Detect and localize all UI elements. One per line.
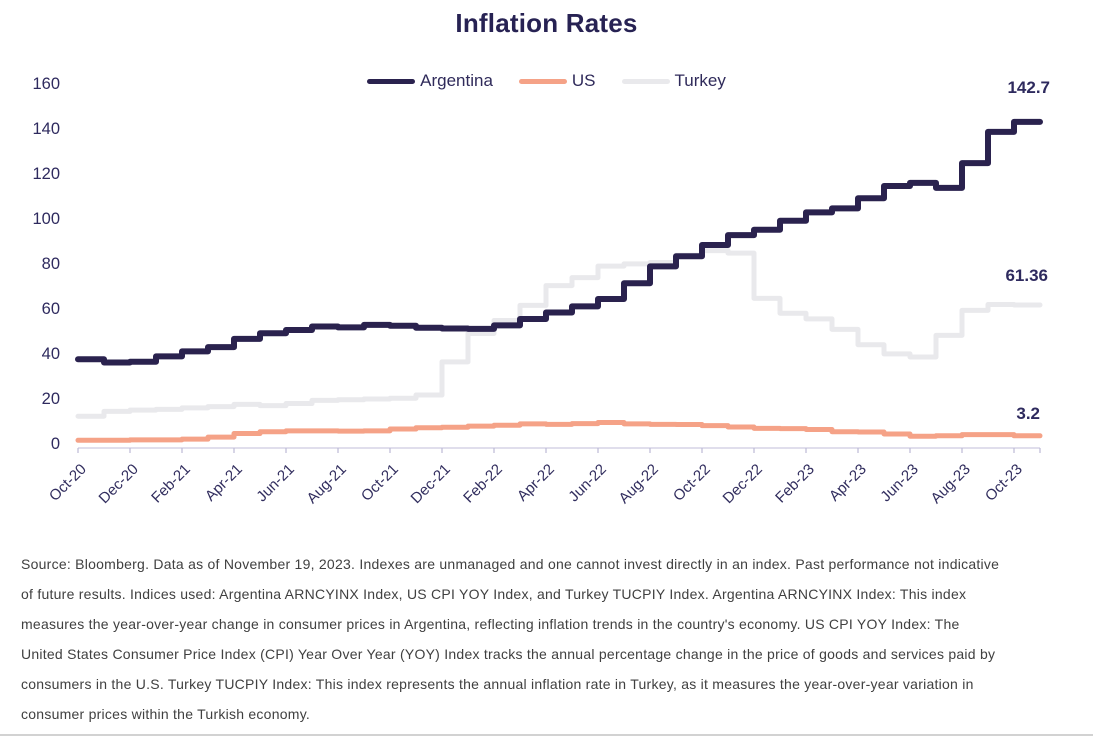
x-tick-label: Jun-22 xyxy=(565,461,609,505)
legend: Argentina US Turkey xyxy=(0,71,1093,91)
x-tick-label: Aug-22 xyxy=(616,461,662,507)
x-tick-label: Oct-23 xyxy=(982,461,1026,505)
bottom-divider xyxy=(0,734,1093,736)
footer-line: consumer prices within the Turkish econo… xyxy=(21,706,311,722)
series-line-us xyxy=(75,420,1043,443)
legend-swatch-us xyxy=(518,78,567,84)
legend-swatch-argentina xyxy=(367,78,416,84)
footer-line: consumers in the U.S. Turkey TUCPIY Inde… xyxy=(21,676,974,692)
legend-swatch-turkey xyxy=(621,78,670,84)
footer-line: Source: Bloomberg. Data as of November 1… xyxy=(21,556,1000,572)
y-tick-label: 160 xyxy=(32,75,60,93)
series-end-label-argentina: 142.7 xyxy=(1007,78,1050,97)
legend-label-argentina: Argentina xyxy=(420,71,493,90)
series-end-label-turkey: 61.36 xyxy=(1005,266,1048,285)
y-tick-label: 100 xyxy=(32,210,60,228)
chart-title: Inflation Rates xyxy=(455,8,638,38)
x-tick-label: Jun-23 xyxy=(877,461,921,505)
y-tick-label: 140 xyxy=(32,120,60,138)
y-tick-label: 80 xyxy=(42,255,60,273)
x-tick-label: Aug-23 xyxy=(928,461,974,507)
x-tick-label: Aug-21 xyxy=(304,461,350,507)
x-axis-ticks xyxy=(77,448,1041,453)
legend-label-turkey: Turkey xyxy=(674,71,726,90)
y-tick-label: 40 xyxy=(42,345,60,363)
x-tick-label: Apr-23 xyxy=(826,461,870,505)
legend-item-argentina: Argentina xyxy=(367,71,493,91)
x-tick-label: Oct-22 xyxy=(670,461,714,505)
y-axis-labels: 0 20 40 60 80 100 120 140 160 xyxy=(32,75,60,453)
y-tick-label: 0 xyxy=(51,435,60,453)
x-tick-label: Apr-22 xyxy=(514,461,558,505)
y-tick-label: 120 xyxy=(32,165,60,183)
x-tick-label: Feb-22 xyxy=(460,461,506,507)
x-tick-label: Oct-20 xyxy=(46,461,90,505)
legend-item-turkey: Turkey xyxy=(621,71,726,91)
x-tick-label: Jun-21 xyxy=(253,461,297,505)
legend-item-us: US xyxy=(518,71,596,91)
series-line-turkey xyxy=(75,248,1043,419)
series-line-argentina xyxy=(75,118,1043,366)
x-tick-label: Feb-21 xyxy=(148,461,194,507)
x-tick-label: Feb-23 xyxy=(772,461,818,507)
footer-line: measures the year-over-year change in co… xyxy=(21,616,960,632)
series-end-label-us: 3.2 xyxy=(1016,404,1040,423)
legend-label-us: US xyxy=(571,71,596,90)
y-tick-label: 20 xyxy=(42,390,60,408)
y-tick-label: 60 xyxy=(42,300,60,318)
x-tick-label: Dec-22 xyxy=(720,461,766,507)
footer-line: of future results. Indices used: Argenti… xyxy=(21,586,967,602)
x-tick-label: Dec-21 xyxy=(408,461,454,507)
x-tick-label: Dec-20 xyxy=(96,461,142,507)
footer-line: United States Consumer Price Index (CPI)… xyxy=(21,646,996,662)
x-axis-labels: Oct-20 Dec-20 Feb-21 Apr-21 Jun-21 Aug-21 Oct-… xyxy=(46,461,1026,507)
source-note: Source: Bloomberg. Data as of November 1… xyxy=(21,549,1083,729)
x-tick-label: Oct-21 xyxy=(358,461,402,505)
x-tick-label: Apr-21 xyxy=(202,461,246,505)
